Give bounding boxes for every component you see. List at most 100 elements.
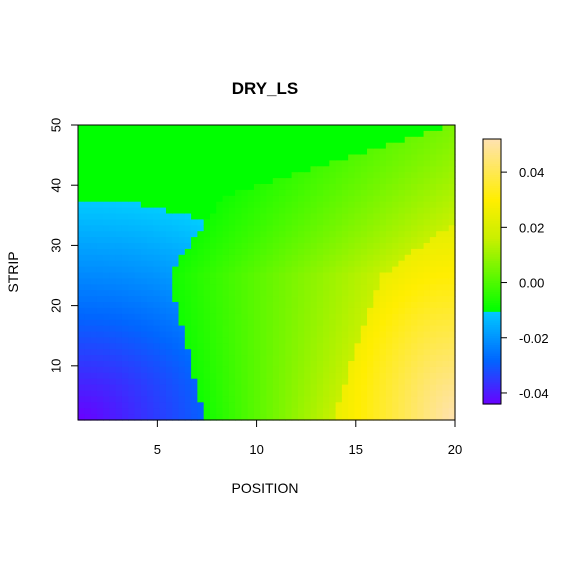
- heatmap-cell: [367, 378, 374, 386]
- heatmap-cell: [235, 172, 242, 179]
- heatmap-cell: [222, 248, 230, 256]
- heatmap-cell: [109, 284, 117, 291]
- heatmap-cell: [411, 343, 418, 350]
- heatmap-cell: [354, 154, 362, 161]
- heatmap-cell: [253, 136, 261, 144]
- heatmap-cell: [159, 178, 167, 185]
- heatmap-cell: [121, 225, 129, 232]
- heatmap-cell: [379, 248, 387, 256]
- heatmap-cell: [379, 307, 387, 315]
- heatmap-cell: [147, 290, 154, 297]
- heatmap-cell: [379, 225, 387, 232]
- heatmap-cell: [235, 307, 242, 315]
- heatmap-cell: [448, 237, 456, 244]
- heatmap-cell: [329, 260, 337, 268]
- heatmap-cell: [78, 136, 85, 144]
- heatmap-cell: [297, 408, 305, 415]
- heatmap-cell: [165, 130, 173, 138]
- legend-swatch: [483, 211, 501, 215]
- heatmap-cell: [121, 325, 129, 333]
- heatmap-cell: [222, 136, 230, 144]
- legend-swatch: [483, 158, 501, 162]
- heatmap-cell: [253, 213, 261, 220]
- heatmap-cell: [84, 248, 92, 256]
- heatmap-cell: [241, 396, 249, 403]
- heatmap-cell: [191, 172, 198, 179]
- heatmap-cell: [253, 231, 261, 238]
- heatmap-cell: [323, 355, 330, 362]
- heatmap-cell: [128, 201, 136, 209]
- legend-swatch: [483, 289, 501, 292]
- heatmap-cell: [209, 178, 217, 185]
- heatmap-cell: [121, 219, 129, 226]
- legend-swatch: [483, 141, 501, 145]
- heatmap-cell: [297, 331, 305, 338]
- heatmap-cell: [228, 319, 236, 327]
- heatmap-cell: [247, 384, 255, 392]
- heatmap-cell: [411, 248, 418, 256]
- heatmap-cell: [279, 331, 286, 338]
- heatmap-cell: [84, 396, 92, 403]
- heatmap-cell: [436, 125, 444, 132]
- heatmap-cell: [222, 201, 230, 209]
- heatmap-cell: [417, 237, 425, 244]
- heatmap-cell: [203, 136, 211, 144]
- heatmap-cell: [235, 166, 242, 173]
- heatmap-cell: [90, 136, 98, 144]
- heatmap-cell: [103, 366, 111, 374]
- heatmap-cell: [304, 195, 312, 203]
- heatmap-cell: [348, 254, 356, 262]
- heatmap-cell: [96, 284, 104, 291]
- heatmap-cell: [134, 243, 142, 250]
- heatmap-cell: [310, 136, 318, 144]
- heatmap-cell: [436, 160, 444, 167]
- heatmap-cell: [241, 231, 249, 238]
- heatmap-cell: [128, 154, 136, 161]
- heatmap-cell: [304, 213, 312, 220]
- heatmap-cell: [96, 195, 104, 203]
- heatmap-cell: [228, 331, 236, 338]
- heatmap-cell: [310, 130, 318, 138]
- heatmap-cell: [103, 254, 111, 262]
- heatmap-cell: [279, 160, 286, 167]
- heatmap-cell: [134, 366, 142, 374]
- heatmap-cell: [436, 195, 444, 203]
- heatmap-cell: [354, 372, 362, 380]
- heatmap-cell: [367, 361, 374, 368]
- heatmap-cell: [323, 366, 330, 374]
- heatmap-cell: [121, 319, 129, 327]
- legend-swatch: [483, 381, 501, 385]
- heatmap-cell: [115, 302, 123, 309]
- heatmap-cell: [436, 130, 444, 138]
- heatmap-cell: [291, 130, 299, 138]
- heatmap-cell: [253, 172, 261, 179]
- heatmap-cell: [134, 189, 142, 197]
- heatmap-cell: [115, 207, 123, 215]
- heatmap-cell: [191, 125, 198, 132]
- heatmap-cell: [115, 378, 123, 386]
- heatmap-cell: [260, 266, 268, 274]
- heatmap-cell: [253, 178, 261, 185]
- heatmap-cell: [78, 237, 85, 244]
- legend-swatch: [483, 317, 501, 321]
- heatmap-cell: [191, 366, 198, 374]
- heatmap-cell: [341, 189, 349, 197]
- heatmap-cell: [184, 231, 192, 238]
- heatmap-cell: [436, 225, 444, 232]
- heatmap-cell: [285, 366, 293, 374]
- heatmap-cell: [423, 313, 431, 321]
- heatmap-cell: [404, 337, 412, 344]
- heatmap-cell: [310, 396, 318, 403]
- heatmap-cell: [96, 337, 104, 344]
- heatmap-cell: [253, 414, 261, 421]
- heatmap-cell: [323, 237, 330, 244]
- heatmap-cell: [103, 142, 111, 150]
- heatmap-cell: [310, 384, 318, 392]
- heatmap-cell: [178, 307, 186, 315]
- heatmap-cell: [423, 154, 431, 161]
- heatmap-cell: [184, 325, 192, 333]
- heatmap-cell: [184, 396, 192, 403]
- heatmap-cell: [90, 278, 98, 285]
- heatmap-cell: [178, 355, 186, 362]
- heatmap-cell: [134, 355, 142, 362]
